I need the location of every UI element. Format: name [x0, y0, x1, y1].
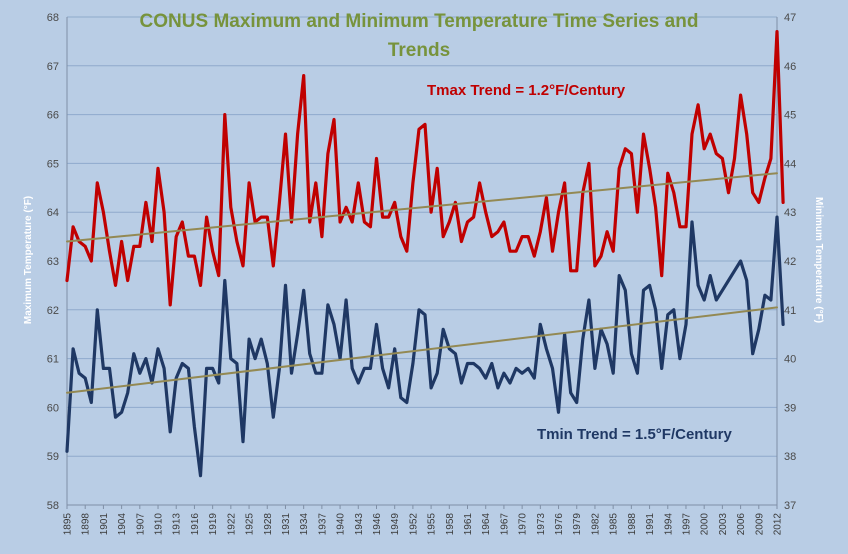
x-tick-label: 1895 [63, 513, 74, 536]
y-left-tick-label: 68 [47, 12, 59, 24]
y-left-tick-label: 59 [47, 451, 59, 463]
x-tick-label: 1919 [208, 513, 219, 536]
x-tick-label: 1898 [81, 513, 92, 536]
gridlines [67, 16, 777, 506]
y-right-tick-label: 47 [784, 12, 796, 24]
x-tick-label: 2003 [718, 513, 729, 536]
y-left-tick-label: 63 [47, 256, 59, 268]
x-tick-label: 1985 [609, 513, 620, 536]
x-tick-label: 1964 [481, 513, 492, 536]
tmax-series-line [65, 30, 785, 307]
x-tick-label: 1940 [336, 513, 347, 536]
x-tick-label: 1958 [445, 513, 456, 536]
x-tick-label: 1979 [572, 513, 583, 536]
tmin-series-line [65, 215, 785, 478]
y-axis-right-title: Minimum Temperature (°F) [813, 197, 824, 323]
y-left-tick-label: 61 [47, 354, 59, 366]
x-tick-label: 1916 [190, 513, 201, 536]
series-lines [65, 30, 785, 478]
tmin-trend-annotation: Tmin Trend = 1.5°F/Century [537, 426, 732, 443]
x-tick-label: 1910 [154, 513, 165, 536]
x-tick-label: 2012 [773, 513, 784, 536]
x-tick-label: 1976 [554, 513, 565, 536]
x-tick-label: 1901 [99, 513, 110, 536]
x-tick-label: 1991 [645, 513, 656, 536]
y-left-tick-label: 64 [47, 207, 59, 219]
x-tick-label: 1967 [499, 513, 510, 536]
chart-title-line-1: CONUS Maximum and Minimum Temperature Ti… [140, 11, 699, 32]
x-tick-label: 2006 [736, 513, 747, 536]
x-tick-label: 2000 [700, 513, 711, 536]
x-tick-label: 1928 [263, 513, 274, 536]
y-right-tick-label: 46 [784, 61, 796, 73]
y-left-tick-label: 65 [47, 158, 59, 170]
y-left-tick-label: 62 [47, 305, 59, 317]
y-right-tick-label: 38 [784, 451, 796, 463]
x-tick-label: 1907 [135, 513, 146, 536]
tmax-trend-annotation: Tmax Trend = 1.2°F/Century [427, 82, 626, 99]
tmin-trend-series-line [66, 306, 778, 394]
x-tick-label: 1970 [518, 513, 529, 536]
chart-title-line-2: Trends [388, 40, 450, 61]
x-tick-label: 1994 [663, 513, 674, 536]
x-tick-label: 2009 [754, 513, 765, 536]
y-left-tick-label: 58 [47, 500, 59, 512]
y-right-tick-label: 43 [784, 207, 796, 219]
x-tick-label: 1913 [172, 513, 183, 536]
y-left-tick-label: 66 [47, 110, 59, 122]
x-tick-label: 1937 [317, 513, 328, 536]
y-right-tick-label: 37 [784, 500, 796, 512]
x-tick-label: 1952 [408, 513, 419, 536]
y-left-tick-label: 60 [47, 402, 59, 414]
y-right-tick-label: 39 [784, 402, 796, 414]
y-right-tick-label: 42 [784, 256, 796, 268]
y-axis-left-title: Maximum Temperature (°F) [23, 196, 34, 324]
y-left-tick-label: 67 [47, 61, 59, 73]
x-tick-label: 1904 [117, 513, 128, 536]
x-tick-label: 1982 [590, 513, 601, 536]
x-tick-label: 1961 [463, 513, 474, 536]
x-tick-label: 1922 [226, 513, 237, 536]
x-tick-label: 1925 [245, 513, 256, 536]
x-tick-label: 1931 [281, 513, 292, 536]
x-tick-label: 1943 [354, 513, 365, 536]
x-tick-label: 1955 [427, 513, 438, 536]
x-tick-label: 1988 [627, 513, 638, 536]
x-tick-label: 1946 [372, 513, 383, 536]
tmax-trend-series-line [66, 172, 778, 243]
y-right-tick-label: 45 [784, 110, 796, 122]
x-tick-label: 1949 [390, 513, 401, 536]
y-right-tick-label: 44 [784, 158, 796, 170]
x-tick-label: 1934 [299, 513, 310, 536]
y-right-tick-label: 41 [784, 305, 796, 317]
chart-text: CONUS Maximum and Minimum Temperature Ti… [23, 11, 824, 443]
y-right-tick-label: 40 [784, 354, 796, 366]
x-tick-label: 1973 [536, 513, 547, 536]
axes: 58 59 60 61 62 63 64 65 66 67 68 37 38 39 40 41 42 43 44 45… [47, 12, 797, 535]
x-tick-label: 1997 [681, 513, 692, 536]
